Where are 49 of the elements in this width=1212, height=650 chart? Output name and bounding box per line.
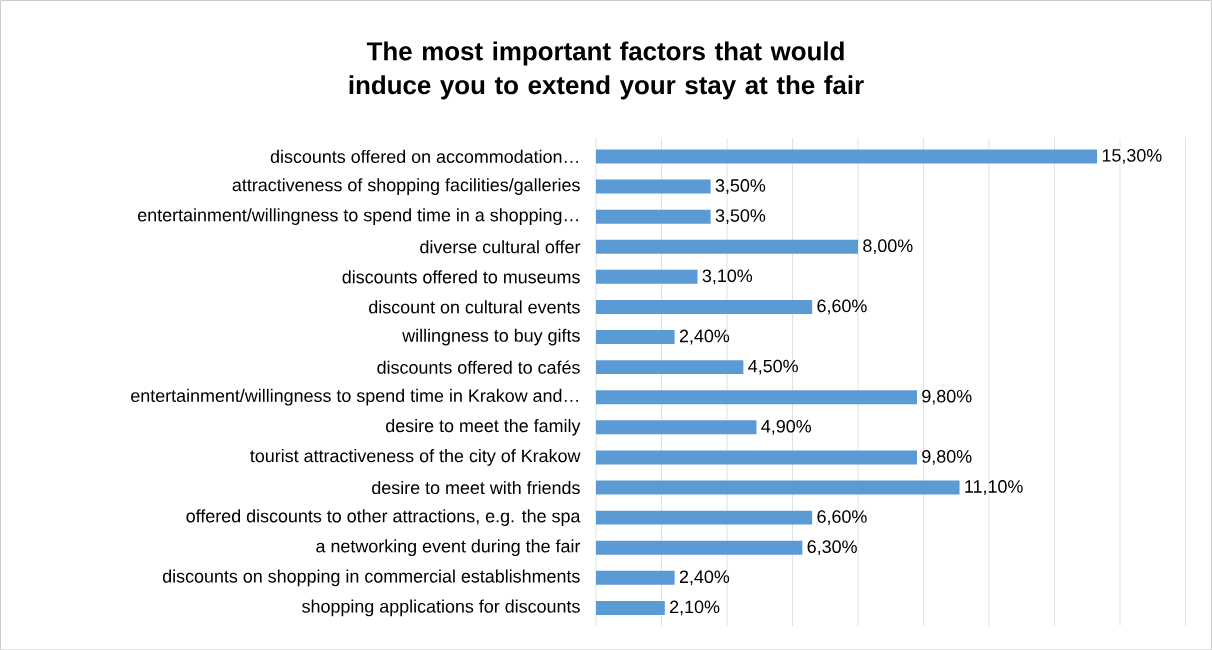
bar — [596, 239, 859, 254]
bar — [596, 480, 960, 495]
y-tick-label: shopping applications for discounts — [302, 599, 580, 617]
y-tick-label: diverse cultural offer — [420, 239, 581, 254]
bar — [596, 390, 917, 404]
y-tick-label: entertainment/willingness to spend time in a shopping… — [138, 208, 578, 225]
y-tick-label: offered discounts to other attractions, e.g. the spa — [186, 509, 581, 526]
y-tick-label: discount on cultural events — [369, 300, 580, 314]
bar — [596, 179, 711, 194]
bar — [596, 450, 917, 465]
bar — [596, 359, 744, 374]
y-tick-label: entertainment/willingness to spend time in Krakow and… — [131, 388, 578, 406]
data-label: 3,50% — [715, 209, 766, 224]
data-label: 2,10% — [670, 600, 720, 616]
y-tick-label: attractiveness of shopping facilities/galleries — [232, 177, 580, 195]
data-label: 4,50% — [748, 359, 798, 375]
bar — [596, 149, 1098, 164]
data-label: 2,40% — [679, 329, 730, 345]
y-tick-label: desire to meet the family — [386, 418, 581, 436]
bar — [596, 329, 675, 344]
data-label: 9,80% — [922, 449, 972, 465]
data-label: 6,30% — [807, 540, 857, 555]
y-tick-label: discounts offered to museums — [342, 270, 580, 284]
data-label: 3,10% — [702, 269, 753, 284]
data-label: 6,60% — [817, 509, 867, 525]
bar — [596, 420, 757, 435]
y-tick-label: desire to meet with friends — [372, 480, 580, 494]
data-label: 4,90% — [761, 419, 812, 435]
bar — [596, 510, 813, 525]
bar — [596, 299, 813, 314]
data-label: 6,60% — [817, 299, 867, 315]
bar — [596, 269, 698, 284]
bar — [596, 540, 803, 555]
y-tick-label: tourist attractiveness of the city of Krakow — [250, 448, 581, 466]
data-label: 3,50% — [715, 178, 766, 194]
bar — [596, 209, 711, 224]
bar — [596, 570, 675, 585]
data-label: 8,00% — [863, 239, 913, 254]
bar — [596, 600, 665, 615]
y-tick-label: discounts offered to cafés — [377, 360, 580, 374]
data-label: 11,10% — [965, 479, 1023, 495]
y-tick-label: a networking event during the fair — [316, 539, 581, 556]
data-label: 2,40% — [679, 570, 730, 585]
y-tick-label: discounts on shopping in commercial establishments — [162, 569, 580, 586]
data-label: 15,30% — [1102, 148, 1162, 164]
chart-title: The most important factors that would induce you to extend your stay at the fair — [349, 41, 864, 100]
y-tick-label: willingness to buy gifts — [402, 328, 580, 346]
data-label: 9,80% — [922, 389, 972, 405]
y-tick-label: discounts offered on accommodation… — [270, 149, 578, 163]
